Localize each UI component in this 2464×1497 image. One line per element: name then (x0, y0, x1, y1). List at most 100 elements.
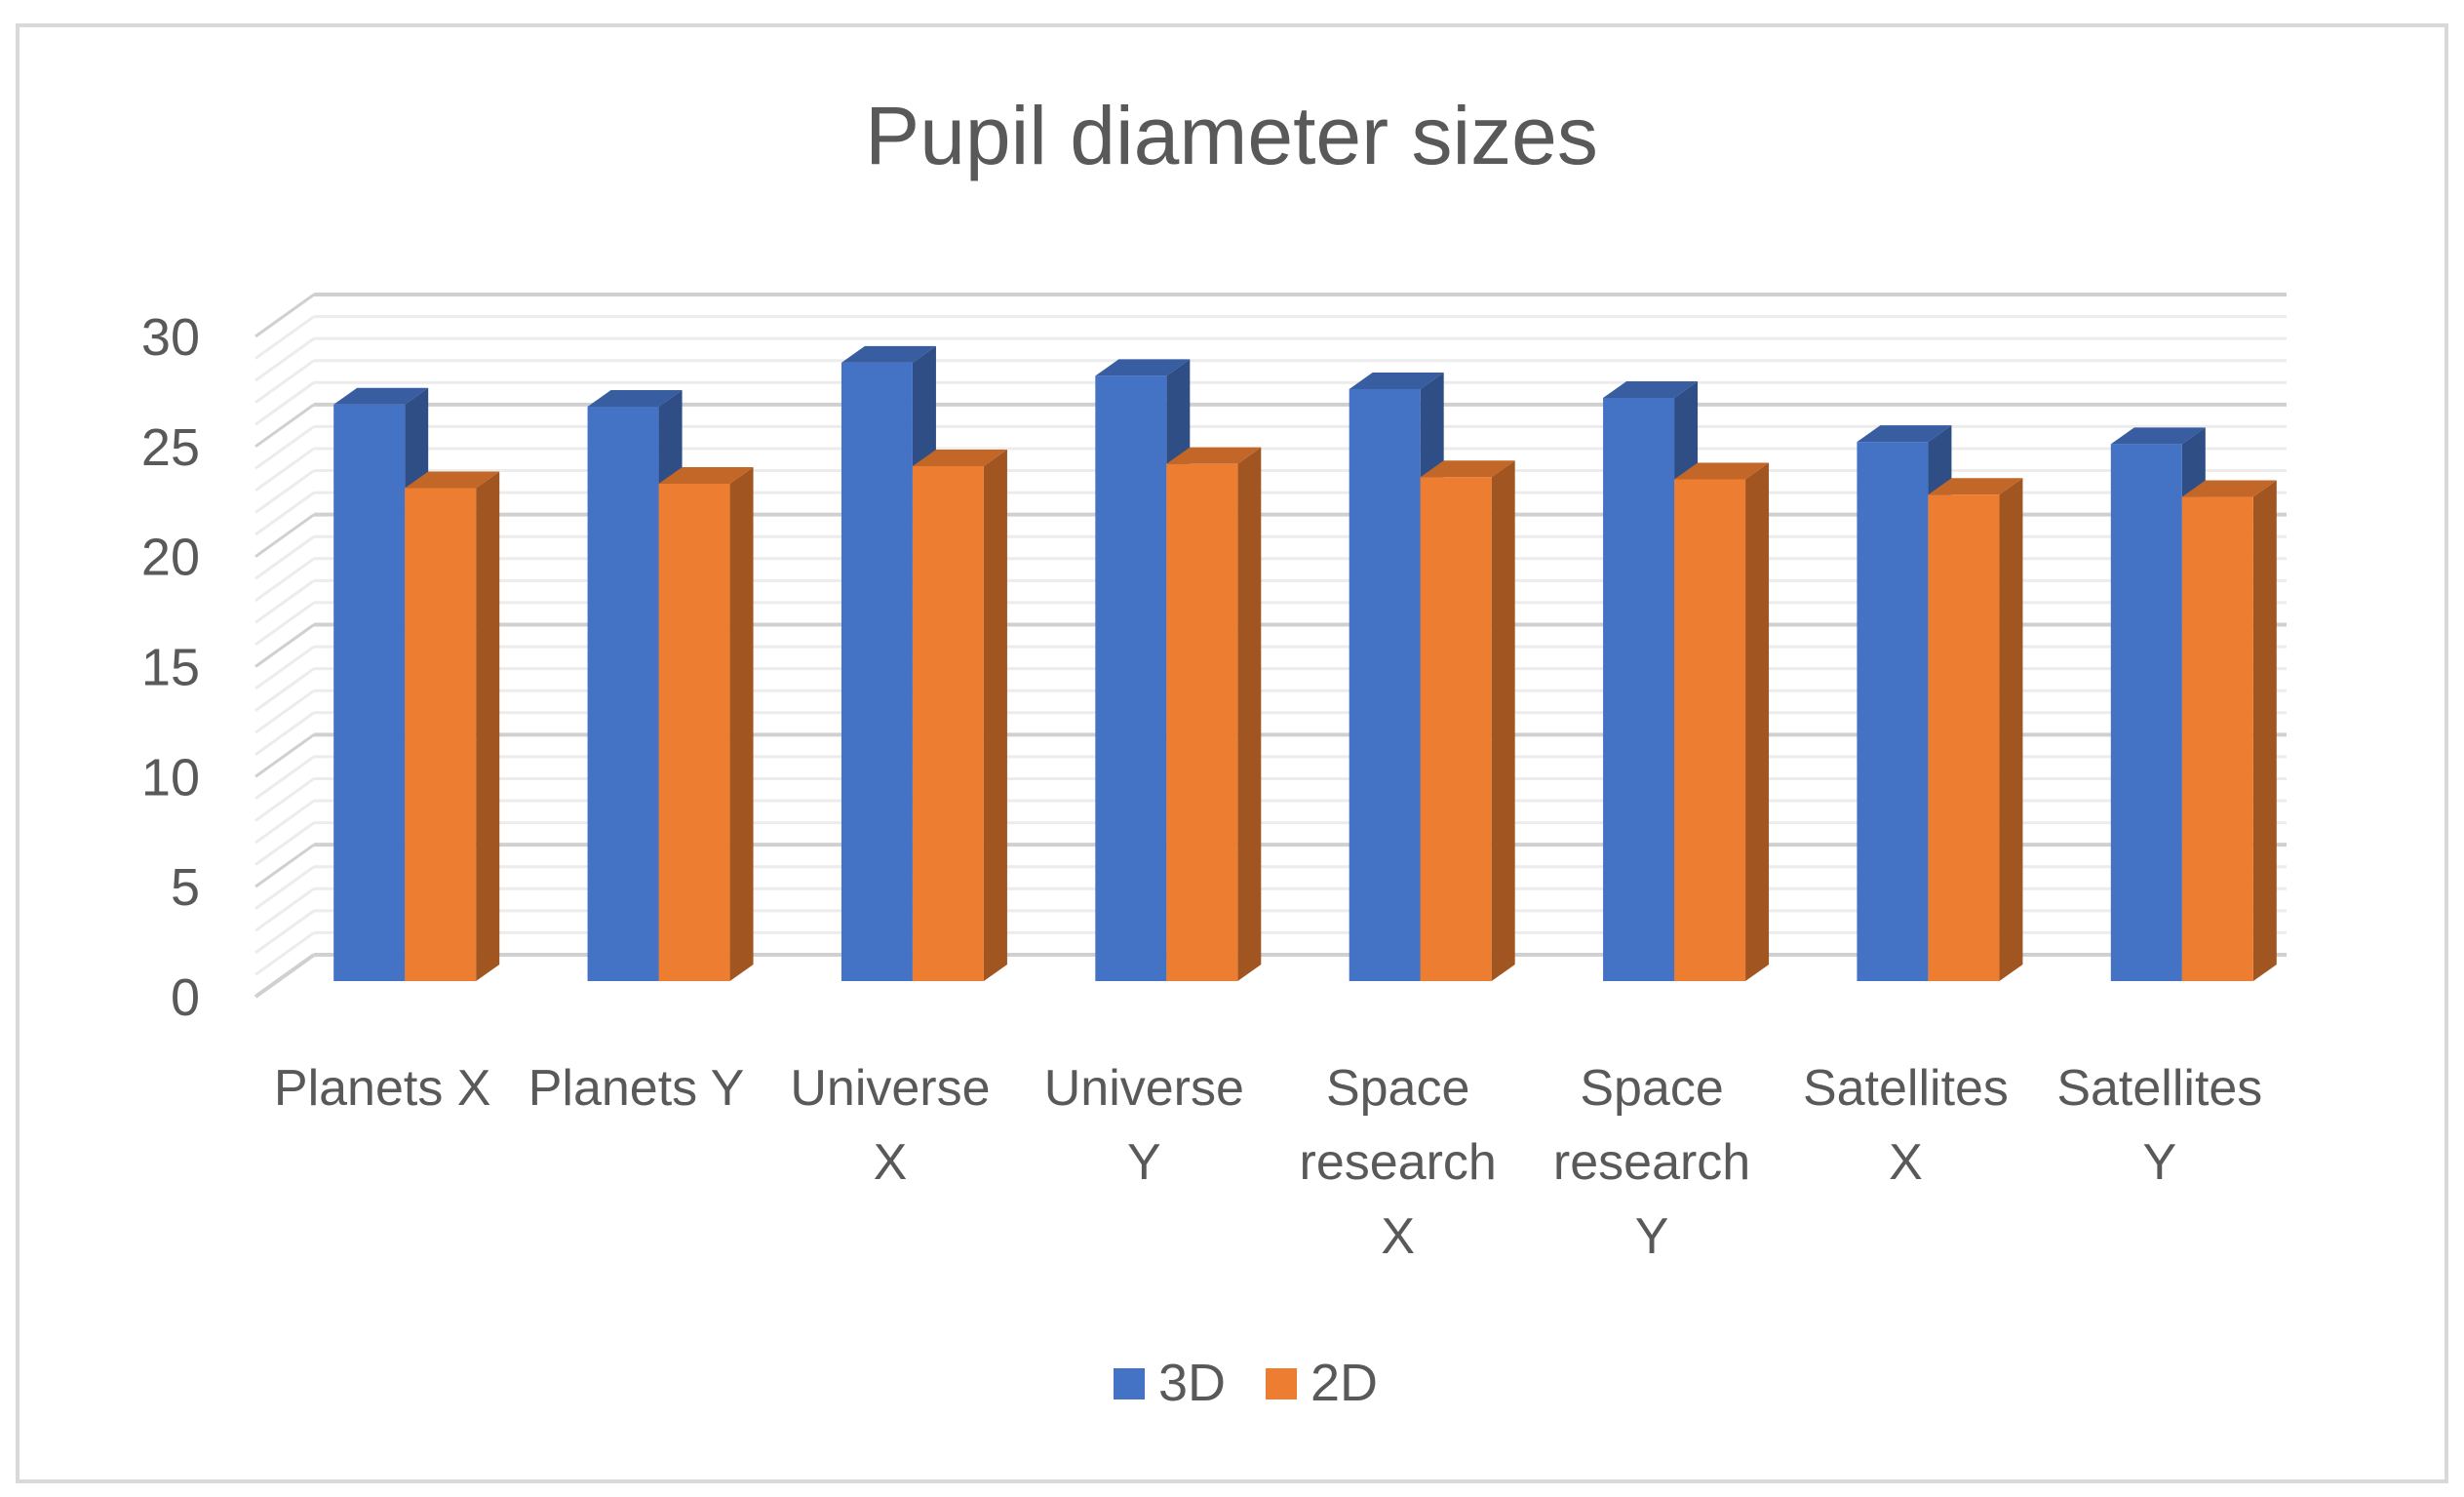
bar-front (1857, 442, 1929, 981)
bar-front (1674, 479, 1746, 982)
bar-2d-7 (1928, 478, 2023, 981)
bar-top (587, 390, 683, 408)
bar-front (658, 483, 730, 981)
gridline-side (254, 711, 315, 756)
bar-top (658, 466, 754, 484)
gridline-side (254, 425, 315, 470)
bar-top (1349, 372, 1444, 389)
gridline-side (254, 579, 315, 624)
floor-edge (254, 953, 316, 999)
legend-label-3d: 3D (1158, 1354, 1226, 1412)
gridline-side (254, 623, 315, 668)
bar-front (1095, 375, 1167, 982)
gridline-side (254, 447, 315, 492)
gridline-side (254, 931, 315, 976)
gridline-side (254, 887, 315, 932)
bar-front (1420, 477, 1492, 981)
gridline-side (254, 315, 315, 360)
bar-front (2181, 496, 2253, 981)
gridline-side (254, 733, 315, 778)
y-tick-label: 15 (141, 639, 200, 697)
bar-side (2252, 480, 2277, 981)
y-tick-label: 20 (141, 529, 200, 587)
x-tick-label-line: Universe (790, 1060, 990, 1117)
gridline-side (254, 909, 315, 955)
gridline-side (254, 535, 315, 580)
bar-top (1674, 462, 1770, 480)
bar-side (1237, 447, 1262, 981)
x-tick-label: Universe X (790, 1060, 990, 1191)
x-tick-label-line: Y (1127, 1134, 1161, 1191)
bar-side (983, 449, 1007, 981)
x-tick-label: Space research X (1300, 1060, 1497, 1265)
y-tick-label: 5 (171, 858, 200, 917)
y-tick-label: 25 (141, 418, 200, 477)
x-tick-label-line: X (874, 1134, 908, 1191)
gridline-side (254, 865, 315, 910)
x-tick-label-line: Satellites (2056, 1060, 2262, 1117)
bar-top (405, 471, 500, 489)
gridline-side (254, 491, 315, 536)
x-tick-label-line: research (1553, 1134, 1750, 1191)
bars (333, 345, 2277, 982)
bar-2d-3 (912, 449, 1007, 981)
x-tick-label-line: Y (2142, 1134, 2176, 1191)
gridline-side (254, 821, 315, 866)
x-tick-label-line: X (1381, 1208, 1415, 1265)
x-tick-label: Satellites X (1803, 1060, 2009, 1191)
bar-side (1745, 462, 1770, 982)
gridline-side (254, 843, 315, 888)
gridline-side (254, 755, 315, 801)
bar-top (2110, 427, 2206, 445)
x-tick-label-line: Planets Y (528, 1060, 745, 1117)
bar-front (841, 362, 913, 981)
bar-top (1928, 478, 2023, 495)
bar-side (729, 466, 754, 981)
bar-top (841, 345, 936, 363)
bar-2d-6 (1674, 462, 1770, 982)
bar-top (1857, 425, 1952, 443)
x-tick-label-line: Space (1326, 1060, 1469, 1117)
x-tick-label-line: Universe (1044, 1060, 1244, 1117)
gridline-side (254, 799, 315, 845)
x-tick-label-line: Space (1580, 1060, 1723, 1117)
bar-2d-2 (658, 466, 754, 981)
bar-front (1166, 463, 1238, 981)
x-tick-label: Space research Y (1553, 1060, 1750, 1265)
x-tick-label: Planets Y (528, 1060, 745, 1117)
x-tick-label: Universe Y (1044, 1060, 1244, 1191)
y-axis: 0 5 10 15 20 25 30 (141, 308, 200, 1027)
gridline-side (254, 359, 315, 404)
bar-front (405, 488, 477, 981)
bar-top (1166, 447, 1262, 464)
bar-side (1491, 460, 1515, 981)
bar-front (1349, 388, 1421, 981)
gridline-side (254, 601, 315, 647)
gridline-side (254, 557, 315, 603)
bar-top (1603, 380, 1699, 398)
chart-title: Pupil diameter sizes (865, 90, 1598, 181)
bar-top (2181, 480, 2277, 497)
x-tick-label-line: research (1300, 1134, 1497, 1191)
x-tick-label-line: Planets X (274, 1060, 491, 1117)
y-tick-label: 10 (141, 748, 200, 807)
gridline-side (254, 513, 315, 558)
gridline-side (254, 777, 315, 822)
x-tick-label-line: Satellites (1803, 1060, 2009, 1117)
gridline-side (254, 689, 315, 734)
x-tick-label: Satellites Y (2056, 1060, 2262, 1191)
gridline-side (254, 469, 315, 514)
bar-top (1095, 359, 1191, 376)
bar-top (912, 449, 1007, 466)
x-tick-label-line: Y (1635, 1208, 1669, 1265)
bar-front (587, 407, 659, 981)
gridline-side (254, 293, 315, 338)
y-tick-label: 0 (171, 968, 200, 1027)
legend-swatch-2d (1266, 1368, 1297, 1399)
bar-top (333, 387, 429, 405)
gridline-side (254, 403, 315, 449)
bar-2d-8 (2181, 480, 2277, 981)
y-tick-label: 30 (141, 308, 200, 367)
